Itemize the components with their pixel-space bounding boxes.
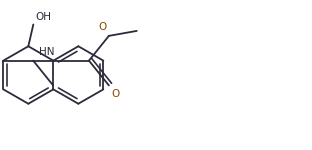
Text: HN: HN <box>39 47 55 57</box>
Text: OH: OH <box>35 12 51 22</box>
Text: O: O <box>112 89 120 99</box>
Text: O: O <box>99 22 107 32</box>
